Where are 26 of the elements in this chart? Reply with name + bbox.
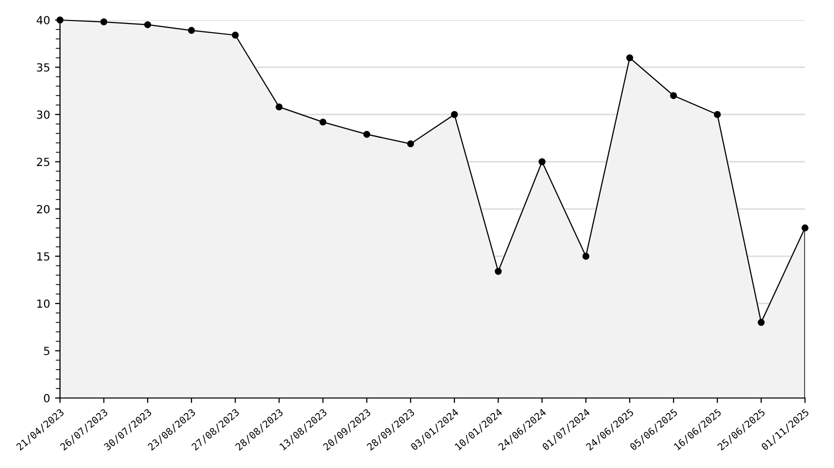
point bbox=[100, 18, 108, 26]
y-tick-label: 20 bbox=[36, 204, 50, 214]
y-tick-label: 5 bbox=[44, 346, 50, 356]
point bbox=[802, 224, 808, 232]
y-tick-label: 30 bbox=[36, 110, 50, 119]
point bbox=[450, 111, 458, 118]
point bbox=[232, 32, 239, 39]
y-tick-label: 10 bbox=[37, 299, 50, 308]
point bbox=[319, 118, 326, 126]
point bbox=[582, 252, 590, 260]
y-tick-label: 0 bbox=[44, 394, 50, 402]
point bbox=[363, 130, 370, 138]
y-tick-label: 25 bbox=[36, 158, 50, 166]
y-tick-label: 15 bbox=[37, 252, 50, 261]
point bbox=[276, 103, 283, 110]
point bbox=[626, 54, 634, 62]
point bbox=[714, 111, 721, 118]
y-tick-label: 40 bbox=[36, 16, 50, 24]
point bbox=[758, 318, 765, 326]
point bbox=[407, 140, 414, 148]
y-tick-label: 35 bbox=[36, 63, 50, 72]
point bbox=[538, 158, 546, 166]
point bbox=[188, 26, 195, 34]
point bbox=[670, 92, 677, 100]
point bbox=[494, 268, 502, 275]
point bbox=[144, 21, 152, 28]
